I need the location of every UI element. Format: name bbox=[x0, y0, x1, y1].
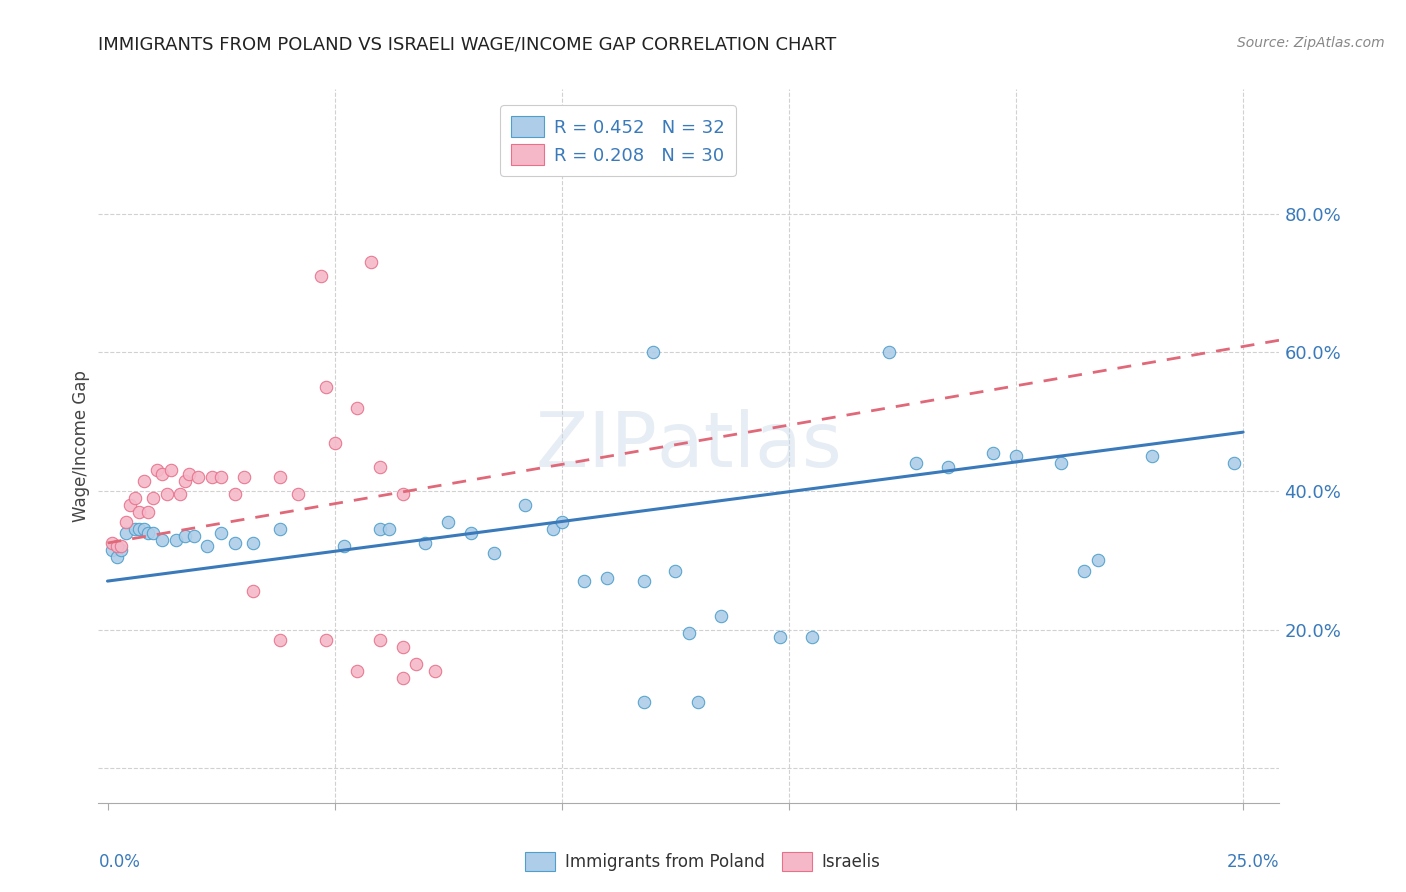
Point bbox=[160, 463, 183, 477]
Point bbox=[110, 543, 132, 558]
Point bbox=[183, 529, 205, 543]
Point bbox=[150, 533, 173, 547]
Point bbox=[114, 525, 136, 540]
Point bbox=[641, 345, 664, 359]
Point bbox=[173, 529, 195, 543]
Point bbox=[242, 584, 264, 599]
Point bbox=[664, 564, 686, 578]
Point bbox=[150, 467, 173, 481]
Point bbox=[541, 522, 564, 536]
Point bbox=[209, 525, 232, 540]
Point bbox=[678, 626, 700, 640]
Point bbox=[179, 467, 201, 481]
Point bbox=[242, 536, 264, 550]
Point bbox=[633, 574, 655, 588]
Point bbox=[423, 664, 446, 678]
Point bbox=[138, 505, 160, 519]
Point bbox=[515, 498, 537, 512]
Point bbox=[105, 540, 128, 554]
Point bbox=[110, 540, 132, 554]
Point bbox=[391, 640, 413, 654]
Point bbox=[633, 695, 655, 709]
Point bbox=[1142, 450, 1164, 464]
Point bbox=[368, 632, 391, 647]
Point bbox=[1087, 553, 1109, 567]
Point bbox=[1050, 456, 1073, 470]
Point bbox=[460, 525, 482, 540]
Point bbox=[800, 630, 823, 644]
Point bbox=[686, 695, 709, 709]
Point bbox=[128, 505, 150, 519]
Point bbox=[105, 549, 128, 564]
Point bbox=[132, 522, 155, 536]
Point bbox=[120, 498, 142, 512]
Point bbox=[269, 470, 291, 484]
Point bbox=[368, 459, 391, 474]
Point bbox=[124, 491, 146, 505]
Point bbox=[368, 522, 391, 536]
Point bbox=[981, 446, 1004, 460]
Point bbox=[173, 474, 195, 488]
Point bbox=[169, 487, 191, 501]
Point bbox=[114, 515, 136, 529]
Point bbox=[877, 345, 900, 359]
Point bbox=[124, 522, 146, 536]
Point bbox=[437, 515, 460, 529]
Point bbox=[574, 574, 596, 588]
Text: 0.0%: 0.0% bbox=[98, 853, 141, 871]
Text: Source: ZipAtlas.com: Source: ZipAtlas.com bbox=[1237, 36, 1385, 50]
Point bbox=[209, 470, 232, 484]
Point bbox=[332, 540, 354, 554]
Text: 25.0%: 25.0% bbox=[1227, 853, 1279, 871]
Point bbox=[128, 522, 150, 536]
Point bbox=[201, 470, 224, 484]
Point bbox=[269, 522, 291, 536]
Point bbox=[905, 456, 928, 470]
Point bbox=[101, 543, 124, 558]
Point bbox=[269, 632, 291, 647]
Point bbox=[224, 487, 246, 501]
Point bbox=[360, 255, 382, 269]
Point bbox=[142, 525, 165, 540]
Legend: Immigrants from Poland, Israelis: Immigrants from Poland, Israelis bbox=[517, 843, 889, 880]
Point bbox=[315, 632, 337, 647]
Point bbox=[101, 536, 124, 550]
Point bbox=[165, 533, 187, 547]
Point bbox=[155, 487, 177, 501]
Point bbox=[391, 487, 413, 501]
Point bbox=[346, 664, 368, 678]
Point bbox=[309, 269, 332, 284]
Point bbox=[415, 536, 437, 550]
Legend: R = 0.452   N = 32, R = 0.208   N = 30: R = 0.452 N = 32, R = 0.208 N = 30 bbox=[501, 105, 735, 176]
Point bbox=[1005, 450, 1028, 464]
Point bbox=[132, 474, 155, 488]
Text: IMMIGRANTS FROM POLAND VS ISRAELI WAGE/INCOME GAP CORRELATION CHART: IMMIGRANTS FROM POLAND VS ISRAELI WAGE/I… bbox=[98, 36, 837, 54]
Point bbox=[710, 608, 733, 623]
Point bbox=[323, 435, 346, 450]
Point bbox=[346, 401, 368, 415]
Point bbox=[287, 487, 309, 501]
Point bbox=[232, 470, 254, 484]
Point bbox=[197, 540, 219, 554]
Point bbox=[138, 525, 160, 540]
Point bbox=[142, 491, 165, 505]
Point bbox=[1223, 456, 1246, 470]
Point bbox=[405, 657, 427, 672]
Point bbox=[596, 571, 619, 585]
Y-axis label: Wage/Income Gap: Wage/Income Gap bbox=[72, 370, 90, 522]
Point bbox=[224, 536, 246, 550]
Point bbox=[936, 459, 959, 474]
Text: ZIP​atlas: ZIP​atlas bbox=[536, 409, 842, 483]
Point bbox=[482, 546, 505, 560]
Point bbox=[551, 515, 574, 529]
Point bbox=[391, 671, 413, 685]
Point bbox=[187, 470, 209, 484]
Point bbox=[1073, 564, 1095, 578]
Point bbox=[378, 522, 401, 536]
Point bbox=[146, 463, 169, 477]
Point bbox=[315, 380, 337, 394]
Point bbox=[769, 630, 792, 644]
